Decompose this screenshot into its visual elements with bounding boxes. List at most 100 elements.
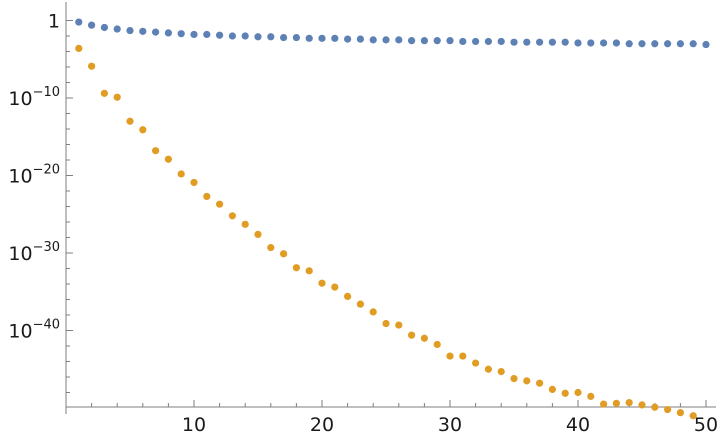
series-1-point	[446, 37, 454, 45]
series-2-point	[369, 308, 377, 316]
series-1-point	[510, 38, 518, 46]
series-2-point	[638, 401, 646, 409]
series-1-point	[292, 33, 300, 42]
series-1-point	[139, 27, 147, 35]
series-1-point	[689, 40, 697, 48]
series-1-point	[126, 26, 134, 35]
series-2-point	[625, 398, 633, 407]
y-tick-label: 10−10	[8, 85, 60, 110]
series-2-point	[484, 365, 492, 373]
series-2-point	[164, 155, 172, 163]
series-2-point	[126, 117, 134, 125]
series-2-point	[305, 267, 313, 275]
series-1-point	[190, 30, 198, 39]
series-1-point	[280, 33, 288, 42]
x-tick-label: 40	[566, 414, 590, 436]
x-tick-label: 20	[310, 414, 334, 436]
series-2-point	[152, 147, 160, 155]
series-1-point	[561, 38, 569, 46]
series-2-point	[280, 250, 288, 258]
series-1-point	[382, 36, 390, 44]
series-2-point	[587, 392, 595, 400]
series-1-point	[88, 21, 96, 29]
series-2-point	[177, 170, 185, 178]
series-1-point	[600, 39, 608, 47]
series-1-point	[216, 31, 224, 39]
series-2-point	[292, 264, 300, 272]
series-2-point	[344, 292, 352, 300]
series-1-point	[651, 40, 659, 48]
series-1-point	[164, 29, 172, 37]
y-tick-label: 1	[48, 11, 60, 33]
series-2-point	[382, 319, 390, 328]
series-1-point	[369, 36, 377, 44]
series-2-point	[446, 352, 454, 360]
series-1-point	[664, 40, 672, 48]
series-2-point	[664, 405, 672, 414]
series-1-point	[177, 30, 185, 38]
series-2-point	[574, 388, 582, 397]
series-1-point	[228, 32, 236, 40]
series-2-point	[433, 340, 441, 349]
series-2-point	[267, 243, 275, 252]
series-1-point	[241, 32, 249, 40]
series-2-point	[331, 283, 339, 291]
series-2-point	[318, 279, 326, 287]
series-2-point	[203, 192, 211, 201]
series-1-point	[523, 38, 531, 46]
y-tick-base: 10	[8, 166, 32, 188]
series-1-point	[318, 34, 326, 42]
series-1-point	[574, 39, 582, 47]
series-2-point	[689, 412, 697, 420]
series-1-point	[459, 37, 467, 46]
series-1-point	[497, 37, 505, 46]
series-1-point	[100, 23, 108, 32]
series-2-point	[472, 359, 480, 367]
series-1-point	[548, 38, 557, 46]
series-1-point	[267, 33, 275, 41]
series-1-point	[331, 34, 339, 42]
x-tick-label: 30	[438, 414, 462, 436]
series-2-point	[395, 321, 403, 329]
series-1-point	[75, 18, 83, 26]
y-tick-label: 10−20	[8, 163, 60, 188]
series-2-point	[113, 93, 121, 101]
series-1-point	[484, 37, 492, 46]
y-tick-label: 10−40	[8, 318, 60, 343]
y-tick-label: 10−30	[8, 240, 60, 265]
series-2-point	[536, 379, 544, 387]
series-1-point	[113, 25, 121, 33]
series-2-point	[548, 385, 557, 393]
series-2-point	[356, 300, 364, 308]
x-axis-ticks: 10 20 30 40 50	[91, 400, 718, 436]
series-1-point	[638, 40, 646, 48]
series-1-point	[344, 35, 352, 43]
series-1-point	[395, 36, 403, 44]
series-1-point	[702, 40, 710, 49]
x-tick-label: 10	[182, 414, 206, 436]
series-2-point	[523, 377, 531, 385]
series-2-point	[676, 409, 685, 417]
series-2-point	[75, 44, 83, 53]
series-1-point	[305, 34, 313, 42]
data-points	[75, 18, 710, 420]
series-2-point	[459, 352, 467, 360]
series-1-point	[254, 33, 262, 41]
series-1-point	[676, 40, 685, 48]
series-1-point	[356, 35, 364, 43]
y-tick-base: 10	[8, 321, 32, 343]
series-2-point	[190, 178, 198, 187]
series-2-point	[139, 126, 147, 134]
series-2-point	[420, 334, 428, 342]
series-2-point	[510, 374, 518, 383]
series-1-point	[420, 37, 428, 45]
series-1-point	[625, 40, 633, 48]
series-2-point	[216, 200, 224, 208]
series-1-point	[472, 37, 480, 46]
y-tick-exponent: −30	[33, 240, 60, 255]
x-tick-label: 50	[694, 414, 718, 436]
y-tick-exponent: −10	[33, 85, 60, 100]
series-2-point	[497, 367, 505, 376]
